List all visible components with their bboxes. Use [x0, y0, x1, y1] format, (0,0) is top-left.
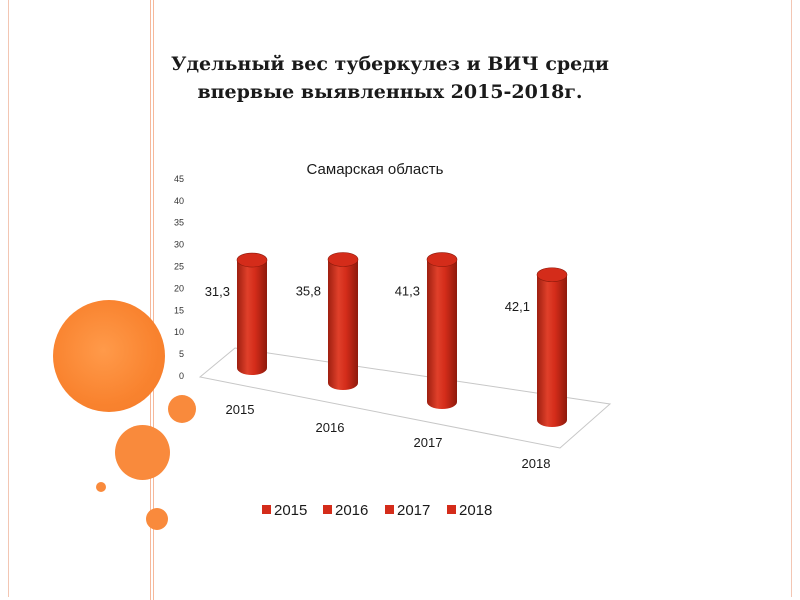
- x-axis-labels: 2015 2016 2017 2018: [226, 402, 551, 471]
- legend-label: 2016: [335, 502, 368, 519]
- legend-item: 2017: [385, 502, 430, 519]
- x-tick-label: 2016: [316, 420, 345, 435]
- bar: [426, 252, 458, 409]
- decorative-line: [153, 0, 154, 600]
- bar-top: [327, 252, 359, 267]
- data-label: 35,8: [296, 283, 321, 298]
- data-label: 42,1: [505, 299, 530, 314]
- legend-item: 2015: [262, 502, 307, 519]
- decorative-circle-large: [53, 300, 165, 412]
- bar: [236, 252, 268, 375]
- legend-item: 2018: [447, 502, 492, 519]
- chart-title: Самарская область: [307, 161, 444, 178]
- bar-body: [237, 260, 267, 375]
- x-tick-label: 2015: [226, 402, 255, 417]
- bars: [236, 252, 568, 427]
- legend-swatch: [385, 505, 394, 514]
- legend-label: 2017: [397, 502, 430, 519]
- slide-title-line: впервые выявленных 2015-2018г.: [197, 81, 583, 103]
- chart-floor: [198, 347, 612, 449]
- chart-floor-plane: [198, 347, 612, 449]
- legend-swatch: [262, 505, 271, 514]
- data-label: 31,3: [205, 284, 230, 299]
- y-axis: 0 5 10 15 20 25 30 35 40 45: [174, 174, 184, 381]
- y-tick-label: 15: [174, 305, 184, 315]
- decorative-line: [150, 0, 151, 600]
- legend-swatch: [447, 505, 456, 514]
- decorative-circle-medium: [115, 425, 170, 480]
- legend-item: 2016: [323, 502, 368, 519]
- data-labels: 31,3 35,8 41,3 42,1: [205, 283, 530, 313]
- bar-body: [328, 259, 358, 390]
- bar-top: [236, 252, 268, 268]
- y-tick-label: 40: [174, 196, 184, 206]
- decorative-circle-tiny: [96, 482, 106, 492]
- data-label: 41,3: [395, 284, 420, 299]
- decorative-circle-small: [146, 508, 168, 530]
- x-tick-label: 2017: [414, 435, 443, 450]
- y-tick-label: 5: [179, 349, 184, 359]
- y-tick-label: 30: [174, 240, 184, 250]
- y-tick-label: 25: [174, 262, 184, 272]
- legend-label: 2015: [274, 502, 307, 519]
- bar-body: [427, 259, 457, 409]
- slide-frame: [8, 0, 792, 597]
- legend-swatch: [323, 505, 332, 514]
- y-tick-label: 45: [174, 174, 184, 184]
- bar: [536, 267, 568, 427]
- y-tick-label: 0: [179, 371, 184, 381]
- slide-title: Удельный вес туберкулез и ВИЧ среди впер…: [150, 50, 630, 106]
- y-tick-label: 10: [174, 327, 184, 337]
- x-tick-label: 2018: [522, 456, 551, 471]
- y-tick-label: 20: [174, 283, 184, 293]
- legend: 2015 2016 2017 2018: [262, 502, 492, 519]
- bar-body: [537, 274, 567, 427]
- bar: [327, 252, 359, 390]
- bar-top: [536, 267, 568, 283]
- bar-top: [426, 252, 458, 267]
- decorative-circle-small: [168, 395, 196, 423]
- legend-label: 2018: [459, 502, 492, 519]
- y-tick-label: 35: [174, 218, 184, 228]
- slide-title-line: Удельный вес туберкулез и ВИЧ среди: [170, 53, 610, 75]
